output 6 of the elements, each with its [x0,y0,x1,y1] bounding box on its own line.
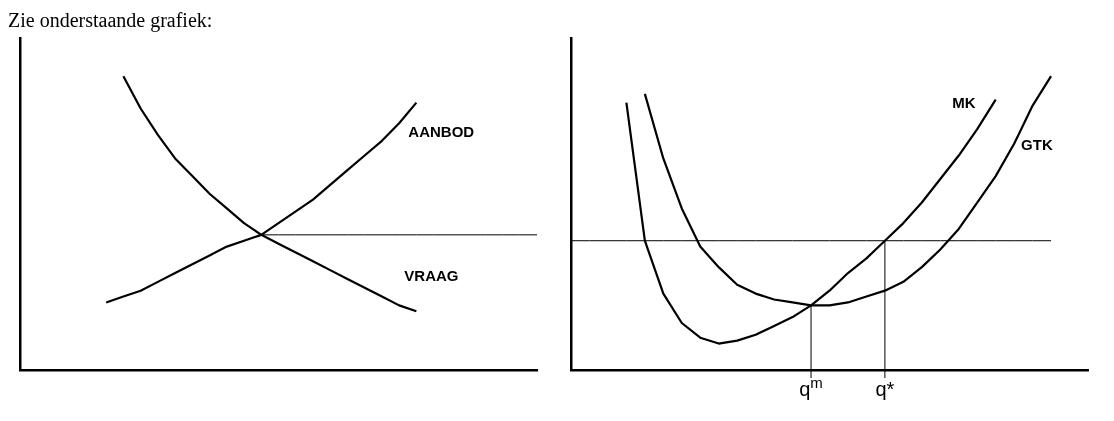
x-tick-label: q* [875,378,895,400]
series-label: VRAAG [404,267,459,285]
series-label: GTK [1021,136,1053,154]
series-label: AANBOD [408,122,475,140]
series-label: MK [952,93,976,111]
chart-title: Zie onderstaande grafiek: [8,8,214,32]
